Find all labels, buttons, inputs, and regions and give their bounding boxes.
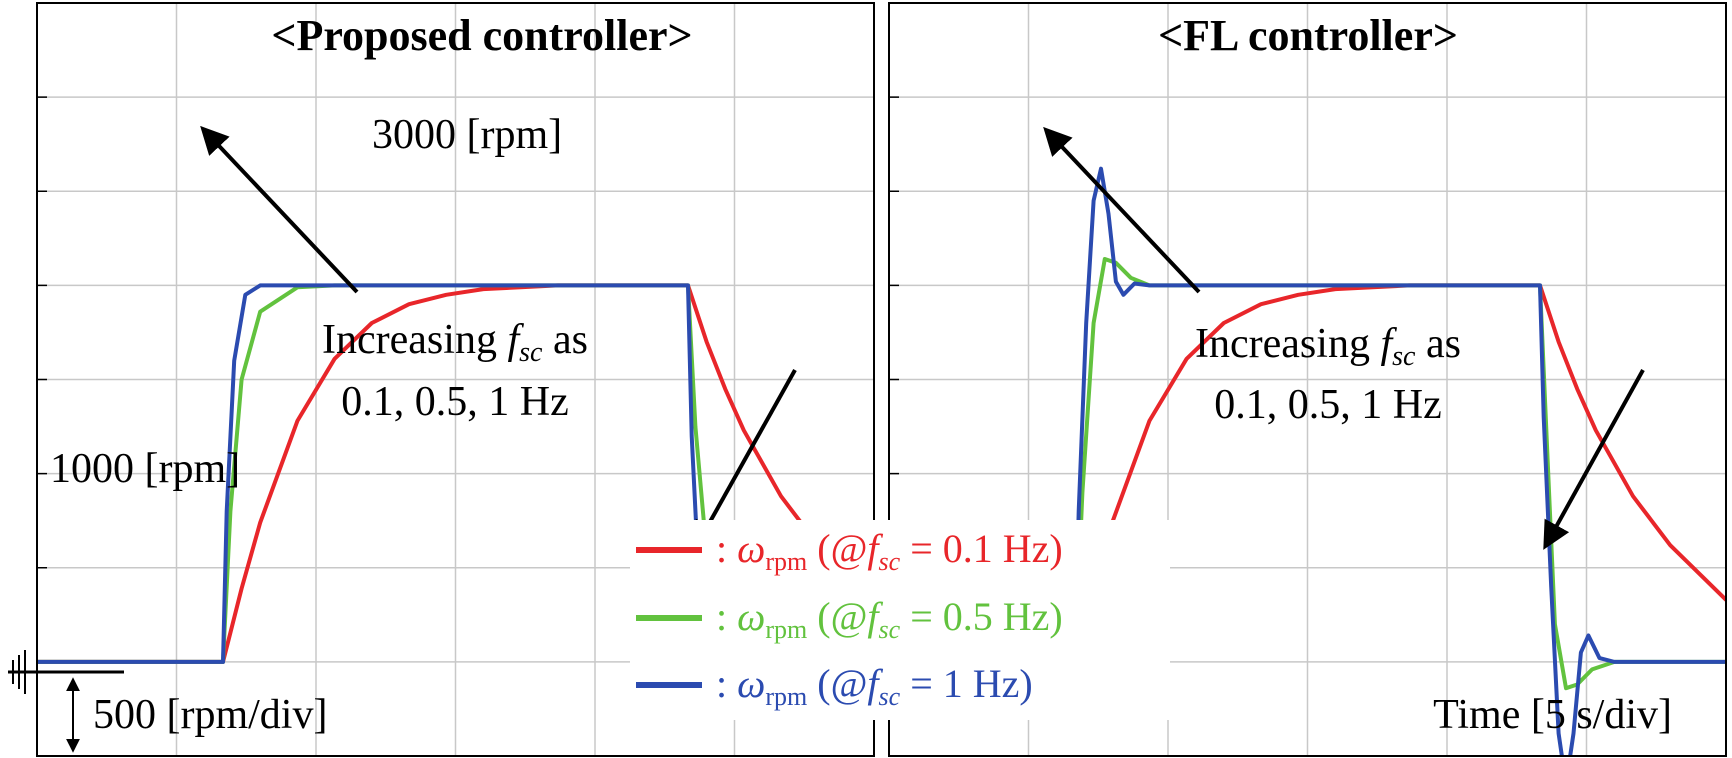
- legend-entry: : ωrpm (@fsc = 1 Hz): [716, 661, 1033, 711]
- legend-entry: : ωrpm (@fsc = 0.5 Hz): [716, 594, 1063, 644]
- time-scale-label: Time [5 s/div]: [1433, 692, 1672, 738]
- trend-arrow-fall-right: [1543, 369, 1645, 550]
- speed-scale-label: 500 [rpm/div]: [93, 692, 327, 738]
- trend-arrow-rise-left: [200, 125, 359, 294]
- ground-marker: [8, 650, 124, 694]
- trend-arrow-fall-left: [694, 369, 797, 550]
- trend-values-right: 0.1, 0.5, 1 Hz: [1214, 382, 1441, 428]
- series-line-3: [889, 166, 1726, 756]
- high-speed-label: 3000 [rpm]: [372, 112, 562, 158]
- legend: : ωrpm (@fsc = 0.1 Hz) : ωrpm (@fsc = 0.5…: [630, 520, 1170, 720]
- panel-fl: <FL controller> Increasing fsc as 0.1, 0…: [888, 2, 1727, 757]
- frame-right: [888, 2, 1727, 757]
- trend-values-left: 0.1, 0.5, 1 Hz: [341, 379, 568, 425]
- trend-annotation-right: Increasing fsc as: [1195, 321, 1461, 372]
- legend-background: [630, 520, 1170, 720]
- chart-title-fl: <FL controller>: [1158, 11, 1458, 60]
- series-right: [889, 166, 1726, 756]
- frame-left: [36, 2, 875, 757]
- trend-arrow-rise-right: [1043, 126, 1201, 294]
- legend-entry: : ωrpm (@fsc = 0.1 Hz): [716, 526, 1063, 576]
- trend-annotation-left: Increasing fsc as: [322, 317, 588, 368]
- low-speed-label: 1000 [rpm]: [50, 446, 240, 492]
- chart-title-proposed: <Proposed controller>: [271, 11, 692, 60]
